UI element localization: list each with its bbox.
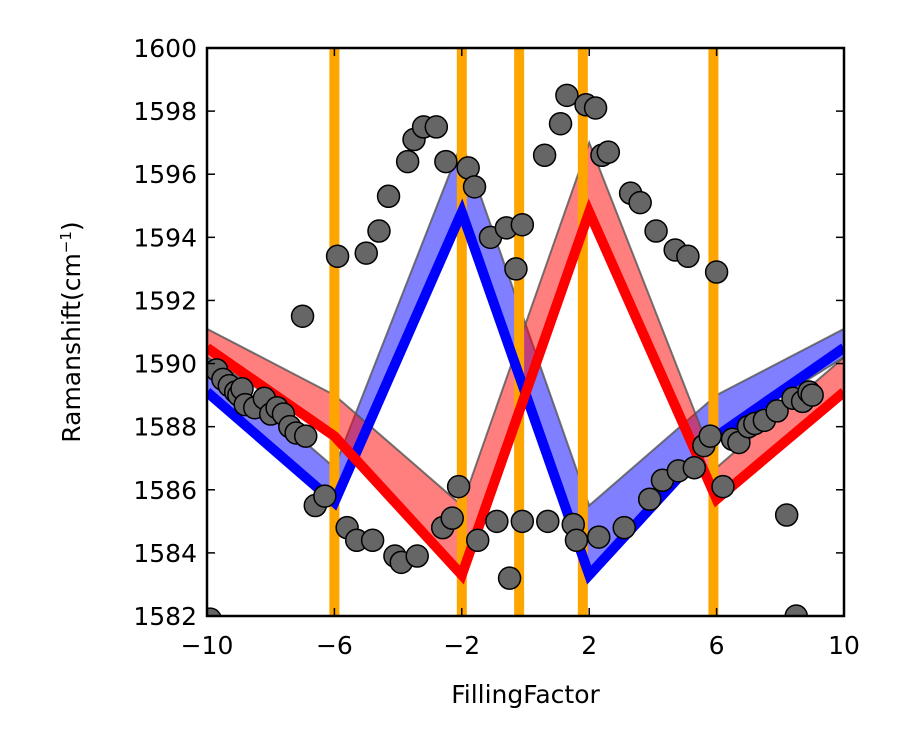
x-tick-label: −10 [181, 631, 234, 660]
data-point [564, 528, 589, 553]
data-point [313, 484, 337, 508]
data-point [555, 83, 579, 108]
x-axis-label: FillingFactor [451, 680, 600, 709]
data-point [784, 604, 808, 616]
data-point [637, 487, 662, 511]
data-point [462, 175, 487, 199]
y-axis-label-superscript: −1 [57, 231, 75, 253]
data-point [293, 424, 318, 448]
data-point [644, 219, 668, 243]
data-point [532, 143, 557, 168]
y-tick-label: 1592 [133, 286, 197, 315]
data-point [465, 528, 490, 553]
plot-frame [205, 46, 846, 618]
data-point [485, 509, 509, 534]
y-tick-label: 1594 [133, 223, 197, 252]
data-point [698, 424, 722, 448]
data-point [504, 257, 528, 281]
data-point [510, 509, 535, 534]
data-point [290, 304, 315, 328]
data-point [424, 115, 449, 139]
x-tick-label: 6 [709, 631, 725, 660]
y-tick-label: 1582 [133, 602, 197, 631]
data-point [325, 244, 350, 269]
x-tick-label: 2 [581, 631, 597, 660]
y-tick-label: 1588 [133, 413, 197, 442]
data-point [367, 219, 391, 243]
y-tick-label: 1590 [133, 350, 197, 379]
data-point [376, 184, 401, 209]
y-axis-label-main: Ramanshift(cm [57, 253, 86, 443]
data-point [434, 149, 458, 174]
series-line-1 [207, 198, 844, 585]
data-point [536, 509, 560, 534]
y-tick-label: 1598 [133, 97, 197, 126]
data-point [360, 528, 385, 553]
y-axis-label-suffix: ) [57, 221, 86, 231]
model-lines [207, 198, 844, 585]
measured-points [207, 83, 824, 616]
axis-ticks: −10 −6 −2 2 6 10 1582 1584 1586 1588 1590 1592 1594 1… [133, 34, 860, 660]
x-tick-label: −6 [316, 631, 353, 660]
y-axis-label: Ramanshift(cm−1) [57, 221, 86, 442]
data-point [583, 96, 608, 120]
y-tick-label: 1586 [133, 476, 197, 505]
data-point [395, 149, 420, 174]
data-point [510, 212, 535, 237]
data-point [711, 474, 735, 499]
data-point [704, 260, 729, 284]
data-point [548, 111, 573, 136]
y-tick-label: 1584 [133, 539, 197, 568]
data-point [765, 399, 789, 423]
data-point [682, 455, 707, 480]
data-point [354, 241, 378, 265]
data-point [440, 506, 464, 530]
y-tick-label: 1600 [133, 34, 197, 63]
data-point [596, 140, 621, 164]
data-point [405, 544, 429, 568]
data-point [587, 525, 611, 549]
data-point [676, 244, 700, 269]
data-point [774, 503, 799, 527]
data-point [628, 190, 652, 215]
y-tick-label: 1596 [133, 160, 197, 189]
x-tick-label: 10 [828, 631, 860, 660]
data-point [446, 474, 471, 499]
data-point [612, 515, 636, 540]
data-point [800, 383, 824, 407]
x-tick-label: −2 [443, 631, 480, 660]
data-point [207, 607, 222, 616]
data-point [497, 566, 522, 590]
